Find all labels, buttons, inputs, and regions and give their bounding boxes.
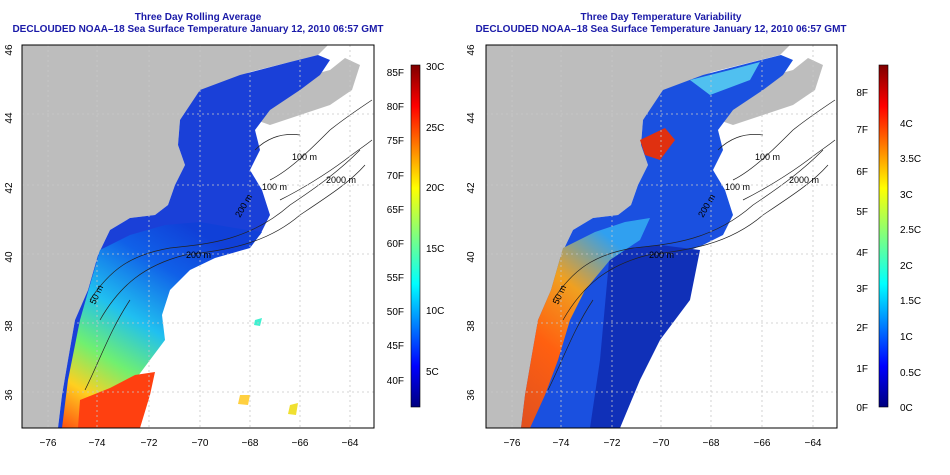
left-cb-f-label: 50F (387, 307, 404, 318)
left-y-tick: 46 (4, 44, 15, 56)
right-x-tick: −74 (553, 438, 570, 449)
left-cb-c-label: 25C (426, 123, 444, 134)
right-contour-label-4: 200 m (649, 250, 674, 260)
left-y-tick: 42 (4, 182, 15, 194)
right-cb-f-label: 7F (856, 125, 868, 136)
right-y-tick: 46 (466, 44, 477, 56)
right-x-tick: −66 (754, 438, 771, 449)
right-cb-c-label: 1.5C (900, 296, 921, 307)
left-x-tick: −64 (342, 438, 359, 449)
left-map-subtitle: DECLOUDED NOAA–18 Sea Surface Temperatur… (12, 24, 383, 35)
left-cb-f-label: 45F (387, 341, 404, 352)
right-cb-f-label: 1F (856, 364, 868, 375)
right-map-plot-area: 100 m 100 m 2000 m 200 m 50 m 200 m (486, 45, 837, 428)
left-y-tick: 40 (4, 251, 15, 263)
left-cb-f-label: 80F (387, 102, 404, 113)
right-map-title: Three Day Temperature Variability (581, 12, 742, 23)
left-map-plot-area: 100 m 100 m 2000 m 200 m 50 m 200 m (22, 45, 374, 428)
right-colorbar: 8F 7F 6F 5F 4F 3F 2F 1F 0F 4C 3.5C 3C 2.… (856, 64, 921, 414)
right-cb-c-label: 3C (900, 190, 913, 201)
right-cb-c-label: 2C (900, 261, 913, 272)
left-y-tick: 38 (4, 320, 15, 332)
left-map-x-axis: −76 −74 −72 −70 −68 −66 −64 (40, 438, 359, 449)
right-map-panel: Three Day Temperature Variability DECLOU… (466, 12, 921, 449)
left-colorbar: 85F 80F 75F 70F 65F 60F 55F 50F 45F 40F … (387, 62, 444, 408)
left-x-tick: −70 (192, 438, 209, 449)
left-cb-f-label: 40F (387, 376, 404, 387)
left-cb-f-label: 65F (387, 205, 404, 216)
left-x-tick: −72 (141, 438, 158, 449)
left-cb-f-label: 60F (387, 239, 404, 250)
right-cb-f-label: 4F (856, 248, 868, 259)
left-map-land (22, 45, 328, 428)
left-contour-label-1: 100 m (292, 152, 317, 162)
right-y-tick: 42 (466, 182, 477, 194)
left-cb-c-label: 5C (426, 367, 439, 378)
left-map-title: Three Day Rolling Average (135, 12, 262, 23)
left-cb-f-label: 85F (387, 68, 404, 79)
left-y-tick: 44 (4, 112, 15, 124)
left-contour-label-2: 100 m (262, 182, 287, 192)
left-x-tick: −76 (40, 438, 57, 449)
right-map-land (486, 45, 790, 428)
right-cb-c-label: 4C (900, 119, 913, 130)
right-cb-c-label: 3.5C (900, 154, 921, 165)
right-cb-f-label: 3F (856, 284, 868, 295)
left-map-y-axis: 46 44 42 40 38 36 (4, 44, 15, 401)
right-y-tick: 40 (466, 251, 477, 263)
right-y-tick: 44 (466, 112, 477, 124)
right-cb-f-label: 6F (856, 167, 868, 178)
right-map-grid (486, 45, 837, 428)
right-cb-c-label: 0C (900, 403, 913, 414)
right-cb-f-label: 2F (856, 323, 868, 334)
right-cb-f-label: 8F (856, 88, 868, 99)
right-y-tick: 38 (466, 320, 477, 332)
right-contour-label-1: 100 m (755, 152, 780, 162)
right-colorbar-scale (878, 64, 889, 408)
left-cb-f-label: 75F (387, 136, 404, 147)
right-contour-label-2: 100 m (725, 182, 750, 192)
right-map-y-axis: 46 44 42 40 38 36 (466, 44, 477, 401)
left-x-tick: −68 (242, 438, 259, 449)
right-cb-c-label: 2.5C (900, 225, 921, 236)
left-cb-c-label: 20C (426, 183, 444, 194)
left-cb-c-label: 15C (426, 244, 444, 255)
right-map-contours (547, 99, 836, 391)
left-contour-label-3: 2000 m (326, 175, 356, 185)
right-map-subtitle: DECLOUDED NOAA–18 Sea Surface Temperatur… (475, 24, 846, 35)
right-x-tick: −72 (604, 438, 621, 449)
left-contour-label-4: 200 m (186, 250, 211, 260)
right-x-tick: −76 (504, 438, 521, 449)
left-map-panel: Three Day Rolling Average DECLOUDED NOAA… (4, 12, 444, 449)
right-cb-f-label: 5F (856, 207, 868, 218)
left-cb-f-label: 55F (387, 273, 404, 284)
left-y-tick: 36 (4, 389, 15, 401)
left-cb-c-label: 30C (426, 62, 444, 73)
left-map-contours (84, 99, 373, 391)
right-x-tick: −64 (805, 438, 822, 449)
right-x-tick: −68 (703, 438, 720, 449)
left-colorbar-scale (410, 64, 421, 408)
right-y-tick: 36 (466, 389, 477, 401)
right-x-tick: −70 (653, 438, 670, 449)
right-map-x-axis: −76 −74 −72 −70 −68 −66 −64 (504, 438, 822, 449)
left-x-tick: −66 (292, 438, 309, 449)
left-map-grid (22, 45, 374, 428)
left-map-frame (21, 44, 375, 429)
right-cb-c-label: 1C (900, 332, 913, 343)
left-cb-f-label: 70F (387, 171, 404, 182)
right-map-frame (485, 44, 838, 429)
right-map-variability-field (521, 55, 793, 428)
right-contour-label-3: 2000 m (789, 175, 819, 185)
left-cb-c-label: 10C (426, 306, 444, 317)
right-cb-f-label: 0F (856, 403, 868, 414)
left-x-tick: −74 (89, 438, 106, 449)
right-cb-c-label: 0.5C (900, 368, 921, 379)
